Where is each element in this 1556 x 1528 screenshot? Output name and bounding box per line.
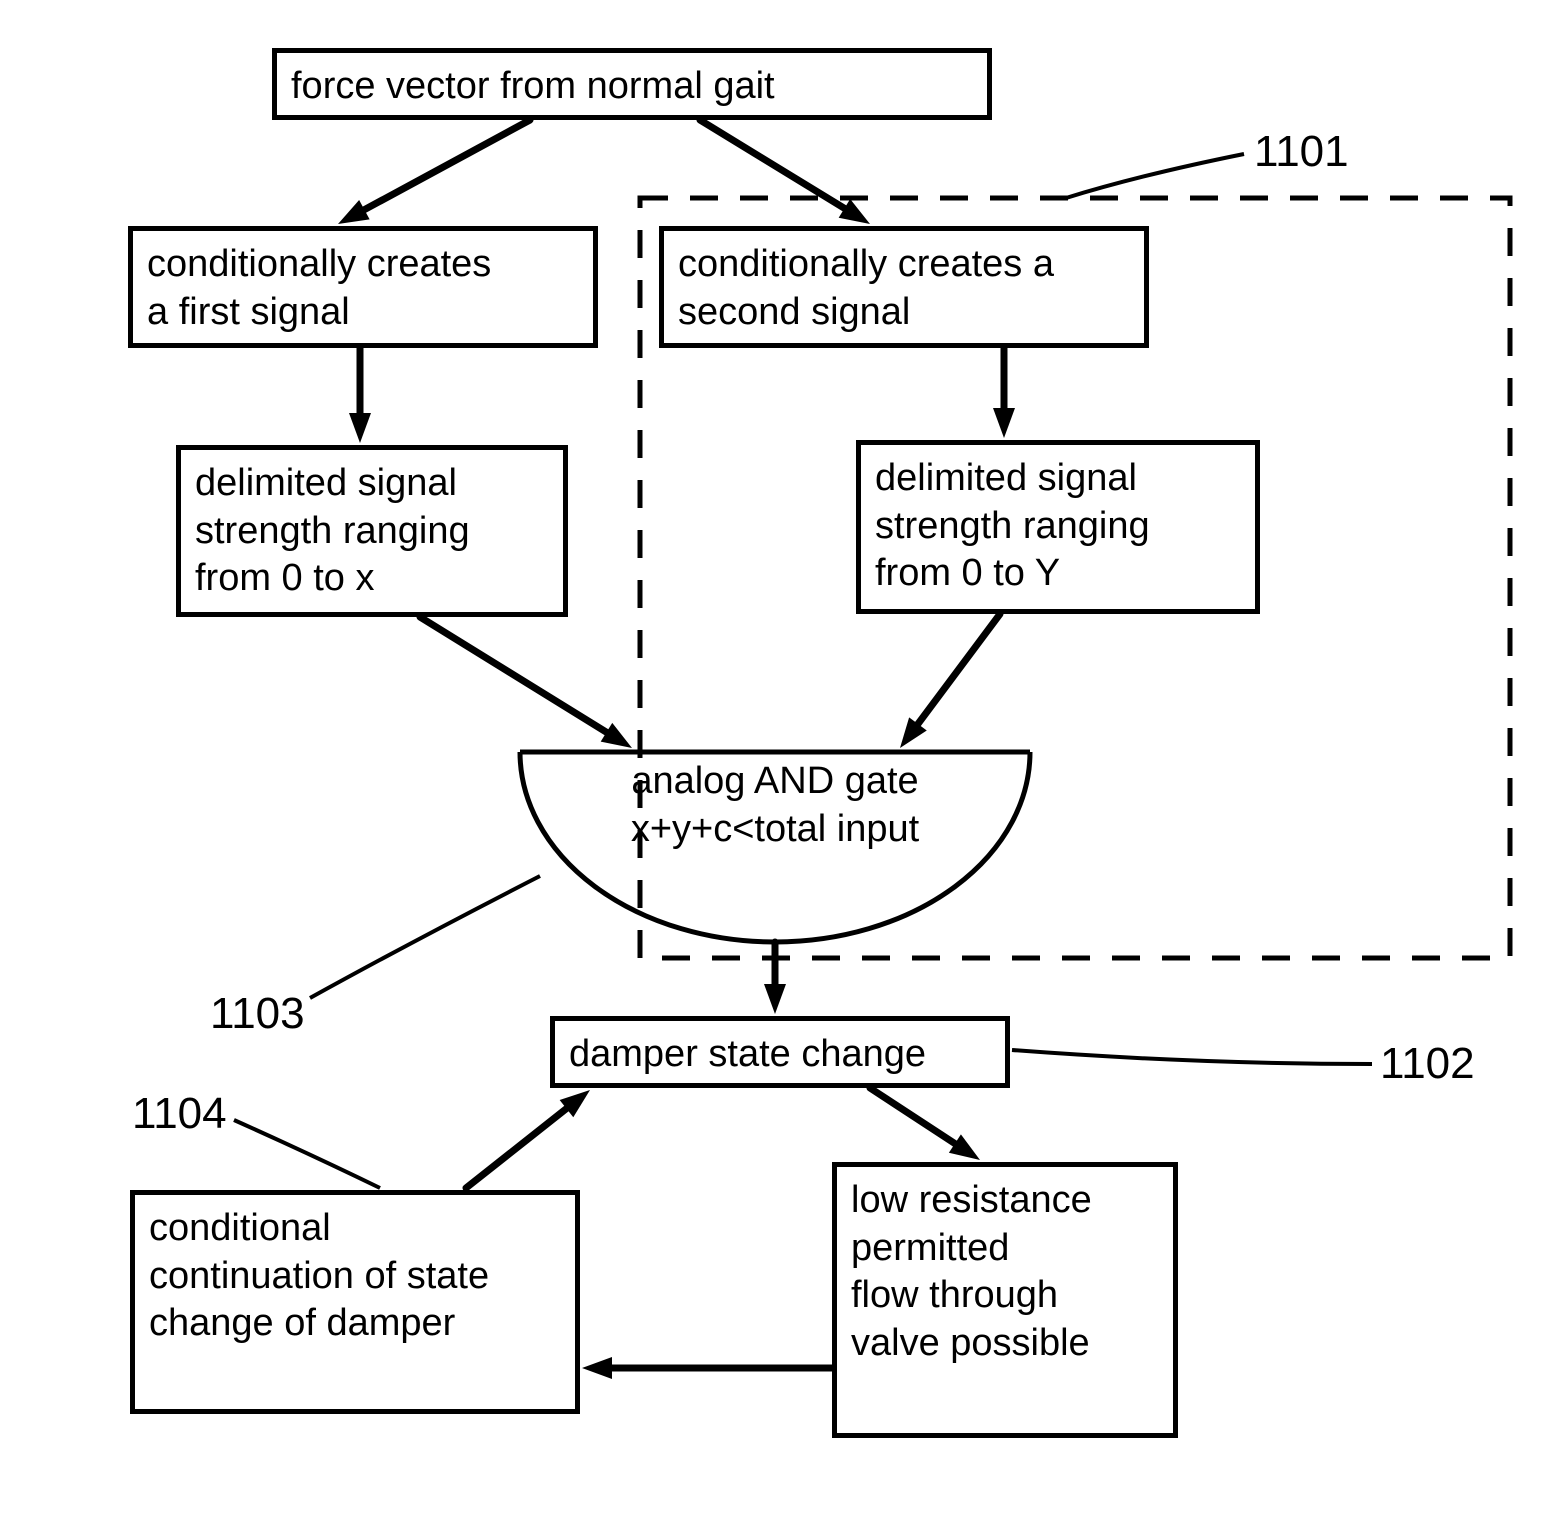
box-delim-y: delimited signal strength ranging from 0… [856,440,1260,614]
box-first-signal: conditionally creates a first signal [128,226,598,348]
label-1102: 1102 [1380,1042,1475,1086]
label-1104: 1104 [132,1092,227,1136]
gate-line2: x+y+c<total input [520,806,1030,854]
and-gate: analog AND gate x+y+c<total input [520,758,1030,858]
box-damper-state: damper state change [550,1016,1010,1088]
box-force-vector: force vector from normal gait [272,48,992,120]
label-1103: 1103 [210,992,305,1036]
box-second-signal: conditionally creates a second signal [659,226,1149,348]
label-1101: 1101 [1254,130,1349,174]
gate-line1: analog AND gate [520,758,1030,806]
box-low-res: low resistance permitted flow through va… [832,1162,1178,1438]
box-delim-x: delimited signal strength ranging from 0… [176,445,568,617]
box-cond-cont: conditional continuation of state change… [130,1190,580,1414]
